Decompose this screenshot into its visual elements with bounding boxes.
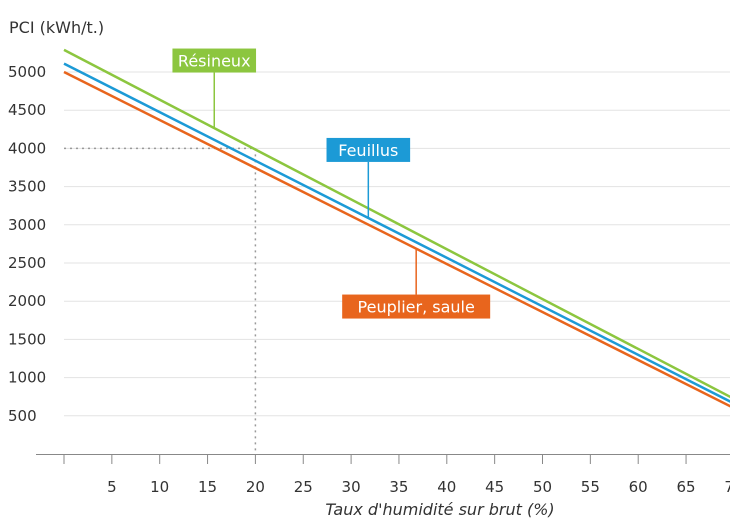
series-label-box-1	[326, 137, 411, 162]
series-line-2	[63, 70, 730, 408]
x-tick-label-30: 30	[342, 478, 361, 496]
y-tick-label-4500: 4500	[8, 101, 46, 119]
grid	[64, 71, 730, 417]
series-line-1	[63, 62, 730, 403]
y-tick-label-3500: 3500	[8, 178, 46, 196]
series-lines	[63, 48, 730, 408]
x-tick-label-45: 45	[485, 478, 504, 496]
y-tick-label-500: 500	[8, 407, 37, 425]
series-label-2: Peuplier, saule	[358, 298, 475, 317]
series-labels: Résineux Feuillus Peuplier, saule	[172, 48, 491, 319]
x-tick-label-40: 40	[437, 478, 456, 496]
x-tick-label-35: 35	[389, 478, 408, 496]
y-tick-label-2000: 2000	[8, 292, 46, 310]
series-label-box-2	[342, 294, 491, 319]
series-line-0	[63, 48, 730, 399]
x-tick-label-50: 50	[533, 478, 552, 496]
y-tick-label-3000: 3000	[8, 216, 46, 234]
x-tick-label-20: 20	[246, 478, 265, 496]
x-tick-label-70: 70	[724, 478, 730, 496]
series-label-1: Feuillus	[338, 141, 398, 160]
x-tick-label-15: 15	[198, 478, 217, 496]
y-tick-label-4000: 4000	[8, 139, 46, 157]
x-tick-label-65: 65	[677, 478, 696, 496]
x-axis-title: Taux d'humidité sur brut (%)	[325, 500, 554, 519]
reference-lines	[64, 147, 257, 454]
y-tick-label-2500: 2500	[8, 254, 46, 272]
series-label-box-0	[172, 48, 257, 73]
axes: 500 1000 1500 2000 2500 3000 3500 4000 4500 5000 5…	[8, 63, 730, 496]
x-tick-label-60: 60	[629, 478, 648, 496]
y-tick-label-1500: 1500	[8, 330, 46, 348]
x-tick-label-5: 5	[107, 478, 117, 496]
x-tick-label-25: 25	[294, 478, 313, 496]
y-axis-title: PCI (kWh/t.)	[9, 18, 104, 37]
series-label-0: Résineux	[178, 52, 251, 71]
y-tick-label-1000: 1000	[8, 369, 46, 387]
x-tick-label-55: 55	[581, 478, 600, 496]
y-tick-label-5000: 5000	[8, 63, 46, 81]
x-tick-label-10: 10	[150, 478, 169, 496]
